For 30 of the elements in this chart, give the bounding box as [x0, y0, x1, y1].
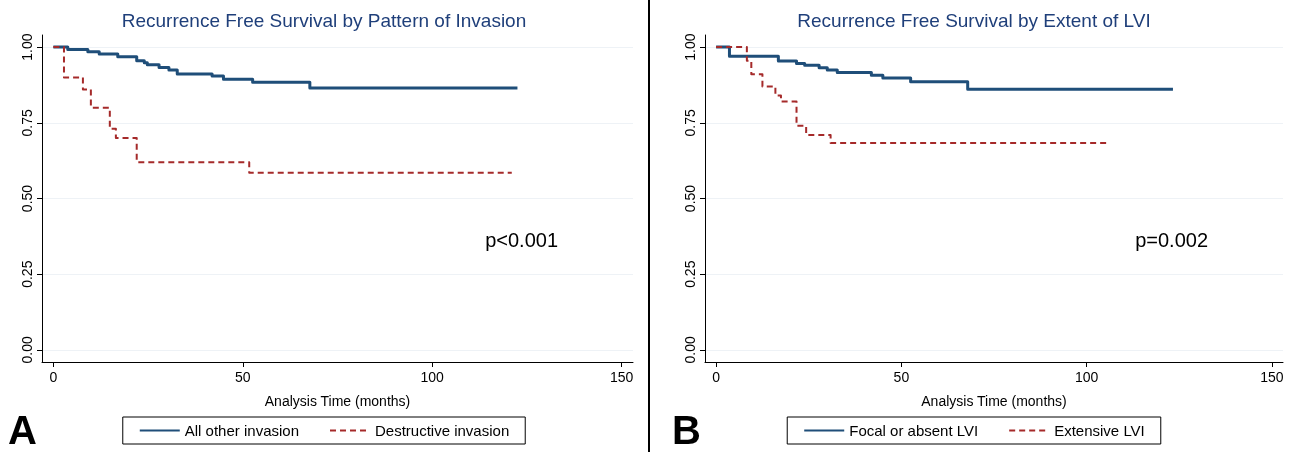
legend-label: All other invasion [184, 422, 300, 439]
x-tick-label: 150 [1260, 369, 1284, 385]
y-tick-label: 0.50 [682, 184, 698, 213]
chart-title: Recurrence Free Survival by Pattern of Invasion [121, 10, 527, 31]
x-axis-title: Analysis Time (months) [264, 393, 411, 409]
text: B [672, 408, 701, 452]
x-tick-label: 50 [893, 369, 910, 385]
x-tick-label: 100 [1074, 369, 1099, 385]
x-tick-label: 100 [420, 369, 445, 385]
legend-label: Focal or absent LVI [849, 422, 979, 439]
y-tick-label: 0.25 [19, 260, 35, 288]
y-tick-label: 0.75 [682, 108, 698, 137]
x-tick-label: 150 [609, 369, 634, 385]
annotation: p=0.002 [1135, 229, 1209, 251]
y-tick-label: 0.50 [19, 184, 35, 213]
chart-title: Recurrence Free Survival by Extent of LVI [797, 10, 1151, 31]
legend-label: Destructive invasion [375, 422, 510, 439]
x-axis-title: Analysis Time (months) [921, 393, 1067, 409]
y-tick-label: 1.00 [19, 33, 35, 61]
legend-label: Extensive LVI [1054, 422, 1145, 439]
y-tick-label: 0.00 [19, 336, 35, 364]
x-tick-label: 0 [712, 369, 721, 385]
y-tick-label: 1.00 [682, 33, 698, 61]
x-tick-label: 50 [235, 369, 251, 385]
y-tick-label: 0.00 [682, 336, 698, 364]
x-tick-label: 0 [49, 369, 58, 385]
annotation: p<0.001 [485, 229, 559, 251]
text: A [8, 408, 37, 452]
y-tick-label: 0.75 [19, 108, 35, 137]
y-tick-label: 0.25 [682, 260, 698, 288]
